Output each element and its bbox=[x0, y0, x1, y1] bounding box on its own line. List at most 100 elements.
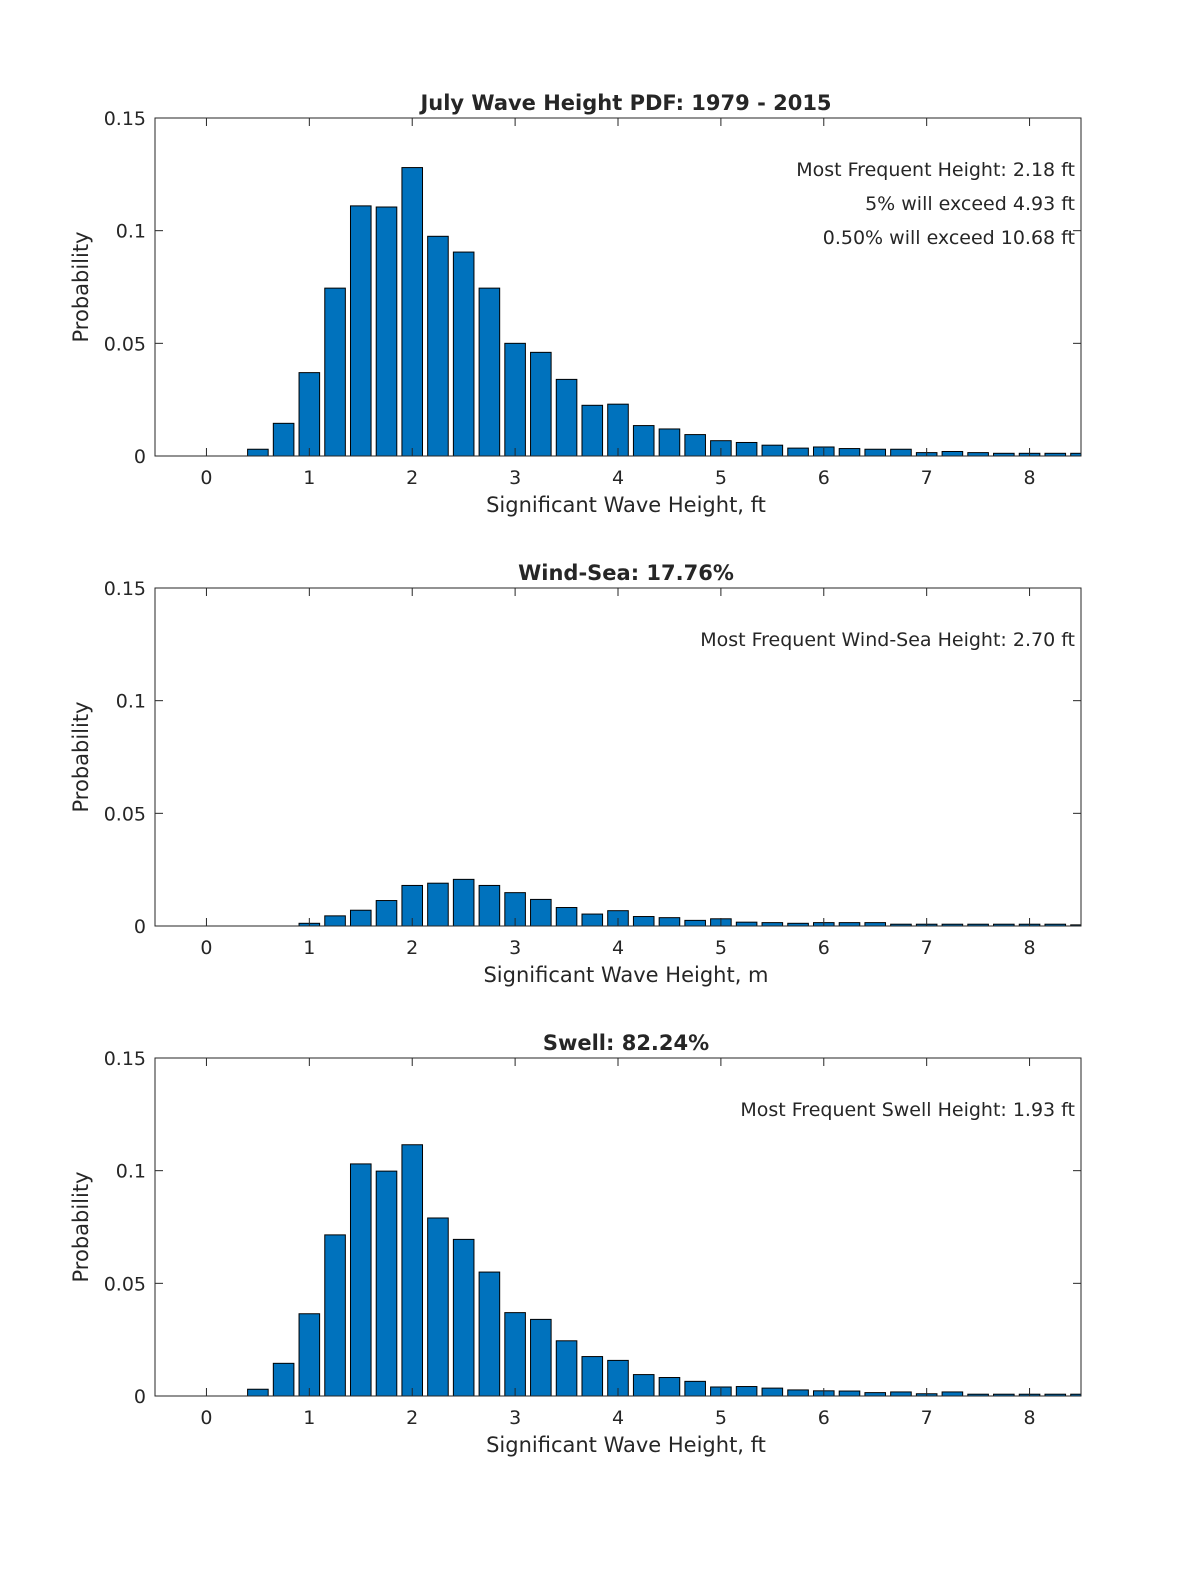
x-tick-label: 8 bbox=[1024, 937, 1036, 959]
bar bbox=[401, 167, 424, 457]
bar bbox=[247, 448, 269, 457]
y-tick-label: 0.15 bbox=[104, 108, 146, 130]
x-tick-label: 0 bbox=[200, 467, 212, 489]
x-axis-label: Significant Wave Height, m bbox=[483, 963, 768, 987]
bar bbox=[375, 206, 398, 457]
bar bbox=[632, 425, 655, 457]
y-axis-label: Probability bbox=[69, 1171, 93, 1282]
bar bbox=[247, 1388, 269, 1397]
bar bbox=[272, 1362, 295, 1397]
y-tick-label: 0.1 bbox=[116, 221, 146, 243]
x-tick-label: 6 bbox=[818, 467, 830, 489]
bar bbox=[658, 1377, 681, 1397]
x-tick-label: 2 bbox=[406, 1407, 418, 1429]
x-tick-label: 2 bbox=[406, 467, 418, 489]
bar bbox=[375, 1170, 398, 1397]
bar bbox=[324, 1234, 346, 1397]
bar bbox=[581, 1356, 604, 1397]
bar bbox=[478, 884, 501, 927]
bar bbox=[324, 915, 346, 927]
bar bbox=[761, 444, 784, 457]
bar bbox=[967, 452, 989, 457]
y-tick-label: 0 bbox=[134, 916, 146, 938]
x-tick-label: 1 bbox=[303, 1407, 315, 1429]
x-tick-label: 6 bbox=[818, 937, 830, 959]
y-tick-label: 0.1 bbox=[116, 1161, 146, 1183]
x-tick-label: 3 bbox=[509, 467, 521, 489]
bar bbox=[735, 921, 758, 927]
x-tick-label: 0 bbox=[200, 1407, 212, 1429]
bar bbox=[324, 287, 346, 457]
bar bbox=[864, 448, 887, 457]
bar bbox=[684, 919, 706, 927]
bar bbox=[684, 434, 706, 457]
y-tick-label: 0.05 bbox=[104, 333, 146, 355]
bar bbox=[375, 900, 398, 927]
chart-panel-1: 0 1 2 3 4 5 6 7 8 0 0.05 0.1 0.15 July Wave Height PD… bbox=[69, 91, 1082, 517]
chart-panel-2: 0 1 2 3 4 5 6 7 8 0 0.05 0.1 0.15 Wind-Sea: 17.76% Sig… bbox=[69, 561, 1082, 987]
x-tick-label: 5 bbox=[715, 1407, 727, 1429]
bar bbox=[530, 351, 552, 457]
bar bbox=[761, 922, 784, 927]
annotation-text: 0.50% will exceed 10.68 ft bbox=[823, 227, 1075, 249]
bar bbox=[478, 287, 501, 457]
x-tick-label: 1 bbox=[303, 467, 315, 489]
bar bbox=[658, 428, 681, 457]
y-axis-label: Probability bbox=[69, 231, 93, 342]
bar bbox=[530, 898, 552, 927]
x-tick-label: 3 bbox=[509, 937, 521, 959]
y-tick-label: 0.15 bbox=[104, 1048, 146, 1070]
annotation-text: Most Frequent Swell Height: 1.93 ft bbox=[740, 1099, 1075, 1121]
annotation-text: Most Frequent Height: 2.18 ft bbox=[796, 159, 1075, 181]
chart-panel-3: 0 1 2 3 4 5 6 7 8 0 0.05 0.1 0.15 Swell: 82.24% Signif… bbox=[69, 1031, 1082, 1457]
bar bbox=[890, 1391, 912, 1397]
y-tick-label: 0.1 bbox=[116, 691, 146, 713]
bar bbox=[838, 1390, 861, 1397]
bar bbox=[298, 372, 321, 457]
bar bbox=[658, 917, 681, 927]
bar bbox=[349, 1163, 372, 1397]
x-tick-label: 4 bbox=[612, 467, 624, 489]
bar bbox=[401, 1144, 424, 1397]
bar bbox=[890, 448, 912, 457]
bar bbox=[735, 1386, 758, 1397]
x-tick-label: 2 bbox=[406, 937, 418, 959]
bar bbox=[452, 1238, 475, 1397]
bar bbox=[555, 907, 578, 927]
bar bbox=[427, 1217, 449, 1397]
bar bbox=[504, 1312, 526, 1397]
bar bbox=[864, 922, 887, 927]
bar bbox=[427, 882, 449, 927]
bar bbox=[735, 441, 758, 457]
y-tick-label: 0.05 bbox=[104, 1273, 146, 1295]
y-axis-label: Probability bbox=[69, 701, 93, 812]
bar bbox=[787, 447, 809, 457]
bar bbox=[452, 878, 475, 927]
bar-group bbox=[247, 167, 1082, 457]
x-tick-label: 4 bbox=[612, 937, 624, 959]
x-axis-label: Significant Wave Height, ft bbox=[486, 1433, 766, 1457]
x-tick-label: 7 bbox=[921, 1407, 933, 1429]
x-tick-label: 5 bbox=[715, 937, 727, 959]
bar bbox=[349, 909, 372, 927]
bar bbox=[684, 1380, 706, 1397]
x-tick-label: 7 bbox=[921, 937, 933, 959]
bar bbox=[530, 1318, 552, 1397]
bar bbox=[632, 1374, 655, 1397]
bar bbox=[298, 1313, 321, 1397]
chart-title: July Wave Height PDF: 1979 - 2015 bbox=[418, 91, 831, 115]
plot-area bbox=[155, 588, 1081, 926]
x-tick-label: 8 bbox=[1024, 467, 1036, 489]
y-tick-label: 0 bbox=[134, 446, 146, 468]
bar bbox=[941, 450, 964, 457]
bar bbox=[555, 378, 578, 457]
x-tick-label: 4 bbox=[612, 1407, 624, 1429]
bar bbox=[452, 251, 475, 457]
x-tick-label: 3 bbox=[509, 1407, 521, 1429]
x-axis-label: Significant Wave Height, ft bbox=[486, 493, 766, 517]
annotation-text: 5% will exceed 4.93 ft bbox=[865, 193, 1075, 215]
chart-title: Wind-Sea: 17.76% bbox=[518, 561, 734, 585]
bar bbox=[427, 235, 449, 457]
bar bbox=[838, 448, 861, 457]
